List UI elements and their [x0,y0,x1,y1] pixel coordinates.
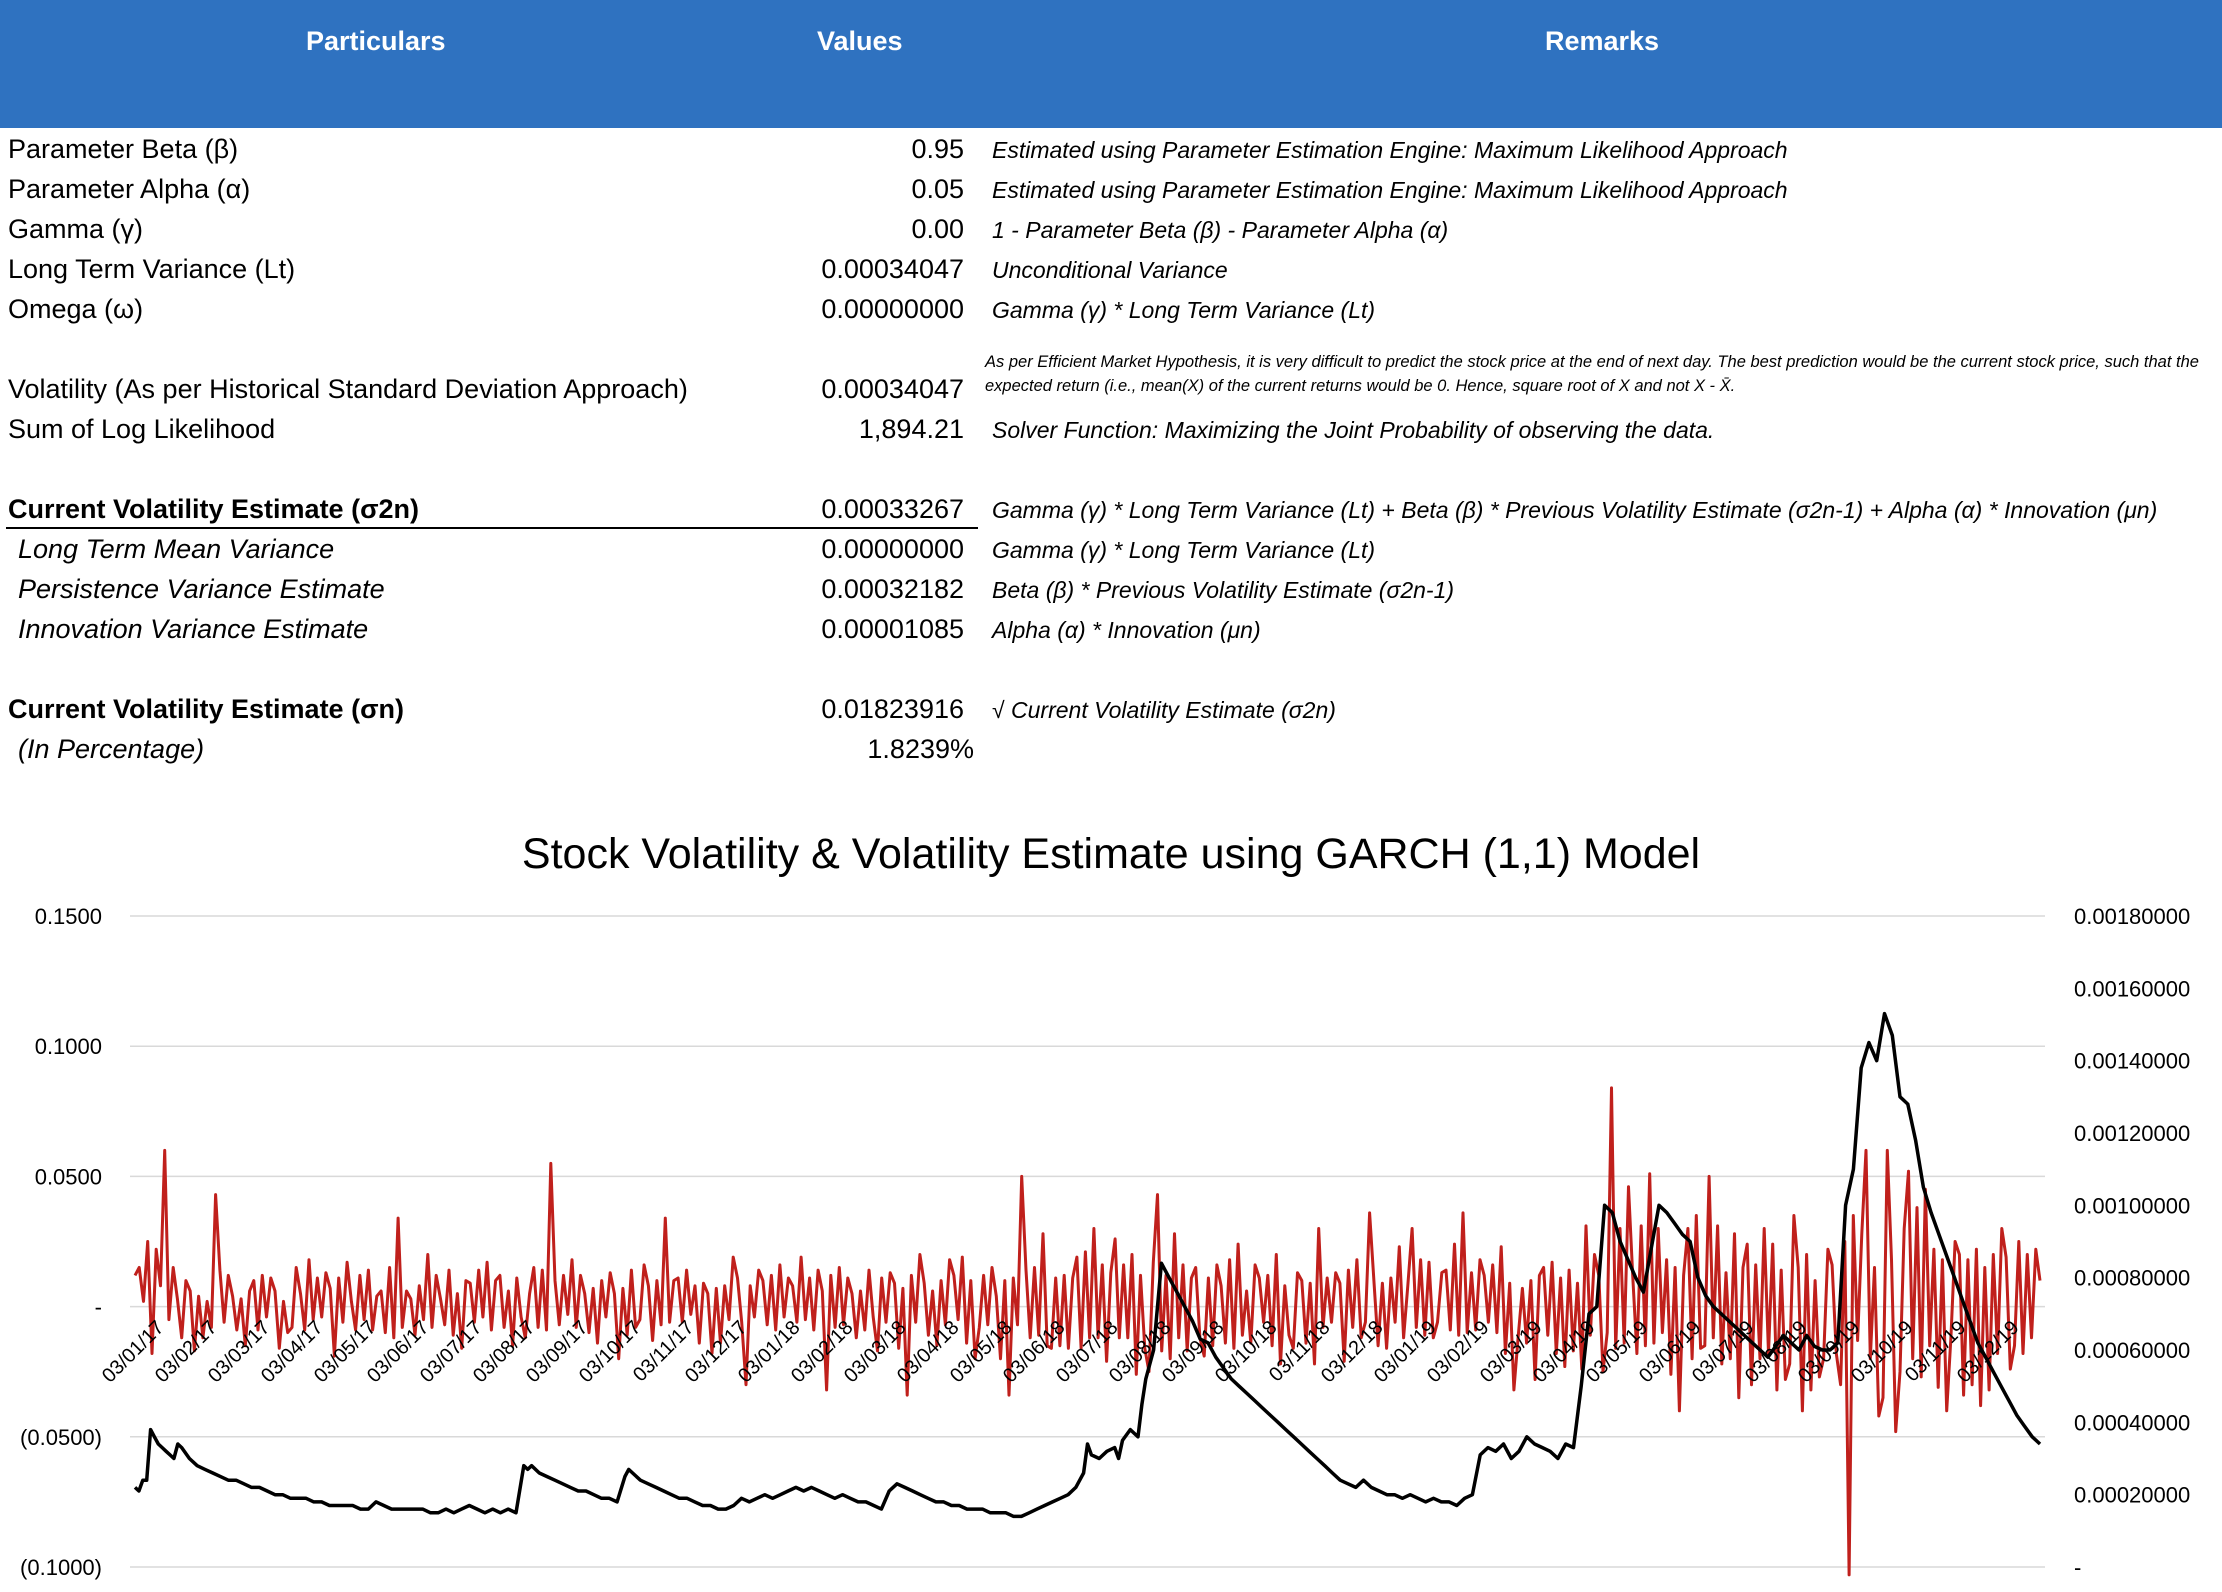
chart-series [133,1011,2042,1577]
value-cell: 0.00034047 [821,374,964,404]
y-right-tick-label: 0.00180000 [2074,904,2190,929]
series-returns-line [133,1086,2042,1577]
value-cell: 0.95 [911,134,964,164]
table-row: Parameter Alpha (α) 0.05 Estimated using… [0,170,2222,210]
remark-cell: Gamma (γ) * Long Term Variance (Lt) [992,537,1376,563]
value-cell: 0.00033267 [821,494,964,524]
volatility-chart: 0.1500 0.1000 0.0500 - (0.0500) (0.1000) 0.00… [20,904,2190,1580]
y-left-tick-label: (0.1000) [20,1555,102,1580]
remark-cell: Gamma (γ) * Long Term Variance (Lt) [992,297,1376,323]
value-cell: 0.00001085 [821,614,964,644]
table-row: Long Term Variance (Lt) 0.00034047 Uncon… [0,250,2222,290]
particular-cell: Gamma (γ) [8,214,143,244]
y-left-tick-label: - [95,1295,102,1320]
table-row: Current Volatility Estimate (σn) 0.01823… [0,690,2222,730]
left-axis: 0.1500 0.1000 0.0500 - (0.0500) (0.1000) [20,904,102,1580]
header-remarks: Remarks [1545,26,1660,56]
particular-cell: Innovation Variance Estimate [18,614,369,644]
table-row: Volatility (As per Historical Standard D… [0,370,2222,410]
remark-cell: 1 - Parameter Beta (β) - Parameter Alpha… [992,217,1449,243]
remark-cell: Solver Function: Maximizing the Joint Pr… [992,417,1715,443]
value-cell: 0.05 [911,174,964,204]
value-cell: 0.01823916 [821,694,964,724]
y-right-tick-label: 0.00120000 [2074,1121,2190,1146]
remark-cell: Gamma (γ) * Long Term Variance (Lt) + Be… [992,497,2158,523]
remark-cell: Alpha (α) * Innovation (μn) [992,617,1261,643]
value-cell: 1,894.21 [858,414,964,444]
remark-cell: Estimated using Parameter Estimation Eng… [992,137,1788,163]
value-cell: 0.00000000 [821,294,964,324]
section-underline [6,527,978,529]
header-values: Values [817,26,903,56]
table-row: (In Percentage) 1.8239% [0,730,2222,770]
particular-cell: Volatility (As per Historical Standard D… [8,374,688,404]
table-header: Particulars Values Remarks [0,0,2222,128]
particular-cell: Long Term Mean Variance [18,534,335,564]
table-row: Innovation Variance Estimate 0.00001085 … [0,610,2222,650]
value-cell: 0.00000000 [821,534,964,564]
y-right-tick-label: 0.00020000 [2074,1483,2190,1508]
chart-gridlines [130,915,2045,1568]
y-right-tick-label: - [2074,1555,2081,1580]
particular-cell: Parameter Alpha (α) [8,174,251,204]
particular-cell: Sum of Log Likelihood [8,414,276,444]
particular-cell: Persistence Variance Estimate [18,574,385,604]
particular-cell: Current Volatility Estimate (σ2n) [8,494,420,524]
y-right-tick-label: 0.00040000 [2074,1410,2190,1435]
table-row: Persistence Variance Estimate 0.00032182… [0,570,2222,610]
chart-title: Stock Volatility & Volatility Estimate u… [521,830,1701,878]
value-cell: 0.00032182 [821,574,964,604]
particular-cell: Long Term Variance (Lt) [8,254,296,284]
value-cell: 0.00034047 [821,254,964,284]
y-left-tick-label: 0.1500 [35,904,102,929]
remark-cell: Unconditional Variance [992,257,1228,283]
particular-cell: (In Percentage) [18,734,205,764]
table-row: Current Volatility Estimate (σ2n) 0.0003… [0,490,2222,530]
particular-cell: Current Volatility Estimate (σn) [8,694,405,724]
value-cell: 1.8239% [867,734,974,764]
value-cell: 0.00 [911,214,964,244]
remark-cell: √ Current Volatility Estimate (σ2n) [992,697,1336,723]
right-axis: 0.00180000 0.00160000 0.00140000 0.00120000… [2074,904,2190,1580]
table-row: Gamma (γ) 0.00 1 - Parameter Beta (β) - … [0,210,2222,250]
series-volatility-line [133,1011,2042,1519]
header-particulars: Particulars [306,26,446,56]
particular-cell: Omega (ω) [8,294,144,324]
particular-cell: Parameter Beta (β) [8,134,239,164]
y-left-tick-label: 0.0500 [35,1164,102,1189]
y-right-tick-label: 0.00060000 [2074,1338,2190,1363]
y-right-tick-label: 0.00100000 [2074,1193,2190,1218]
table-row: Omega (ω) 0.00000000 Gamma (γ) * Long Te… [0,290,2222,330]
y-right-tick-label: 0.00080000 [2074,1266,2190,1291]
remark-cell: Estimated using Parameter Estimation Eng… [992,177,1788,203]
table-row: Long Term Mean Variance 0.00000000 Gamma… [0,530,2222,570]
y-left-tick-label: (0.0500) [20,1425,102,1450]
remark-cell-emh: As per Efficient Market Hypothesis, it i… [985,353,2199,395]
table-row: Parameter Beta (β) 0.95 Estimated using … [0,130,2222,170]
y-right-tick-label: 0.00140000 [2074,1049,2190,1074]
y-left-tick-label: 0.1000 [35,1034,102,1059]
table-row: Sum of Log Likelihood 1,894.21 Solver Fu… [0,410,2222,450]
y-right-tick-label: 0.00160000 [2074,976,2190,1001]
remark-cell: Beta (β) * Previous Volatility Estimate … [992,577,1455,603]
